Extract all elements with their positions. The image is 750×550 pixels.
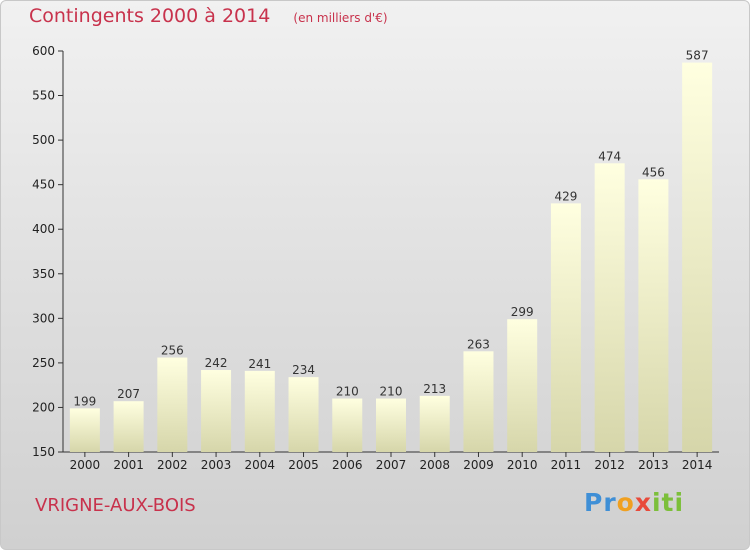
bar-2012 xyxy=(594,163,625,452)
data-label-2004: 241 xyxy=(248,357,271,371)
y-tick-label: 250 xyxy=(32,356,55,370)
x-tick-label: 2006 xyxy=(332,458,363,472)
x-tick-label: 2009 xyxy=(463,458,494,472)
chart-title: Contingents 2000 à 2014 (en milliers d'€… xyxy=(29,5,388,27)
data-label-2006: 210 xyxy=(336,385,359,399)
data-label-2005: 234 xyxy=(292,363,315,377)
x-tick-label: 2013 xyxy=(638,458,669,472)
y-tick-label: 200 xyxy=(32,400,55,414)
y-tick-label: 500 xyxy=(32,133,55,147)
y-tick-label: 350 xyxy=(32,267,55,281)
bar-2009 xyxy=(463,351,494,452)
bar-2010 xyxy=(507,319,538,452)
data-label-2003: 242 xyxy=(205,356,228,370)
bar-2007 xyxy=(376,398,406,452)
x-tick-label: 2010 xyxy=(507,458,538,472)
data-label-2001: 207 xyxy=(117,387,140,401)
x-tick-label: 2008 xyxy=(419,458,450,472)
bar-2006 xyxy=(332,398,363,452)
chart-title-unit: (en milliers d'€) xyxy=(293,11,388,25)
x-tick-label: 2014 xyxy=(682,458,713,472)
bar-2001 xyxy=(113,401,144,452)
data-label-2014: 587 xyxy=(686,49,709,63)
bar-2004 xyxy=(244,370,275,452)
bar-2013 xyxy=(638,179,669,452)
x-tick-label: 2012 xyxy=(594,458,625,472)
bar-2014 xyxy=(682,62,713,453)
y-tick-label: 600 xyxy=(32,44,55,58)
bar-2003 xyxy=(201,370,232,452)
y-tick-label: 300 xyxy=(32,311,55,325)
commune-name: VRIGNE-AUX-BOIS xyxy=(35,495,196,516)
x-tick-label: 2004 xyxy=(245,458,276,472)
bar-2011 xyxy=(550,203,581,452)
data-label-2002: 256 xyxy=(161,344,184,358)
y-tick-label: 450 xyxy=(32,178,55,192)
y-tick-label: 150 xyxy=(32,445,55,459)
x-tick-label: 2005 xyxy=(288,458,319,472)
x-tick-label: 2003 xyxy=(201,458,232,472)
data-label-2007: 210 xyxy=(380,385,403,399)
data-label-2011: 429 xyxy=(554,189,577,203)
data-label-2012: 474 xyxy=(598,149,621,163)
y-tick-label: 550 xyxy=(32,89,55,103)
y-tick-label: 400 xyxy=(32,222,55,236)
data-label-2010: 299 xyxy=(511,305,534,319)
x-tick-label: 2007 xyxy=(376,458,407,472)
bar-2002 xyxy=(157,357,188,452)
data-label-2000: 199 xyxy=(73,394,96,408)
bar-2000 xyxy=(69,408,100,452)
data-label-2008: 213 xyxy=(423,382,446,396)
x-tick-label: 2011 xyxy=(551,458,582,472)
data-label-2009: 263 xyxy=(467,337,490,351)
x-tick-label: 2002 xyxy=(157,458,188,472)
x-tick-label: 2001 xyxy=(113,458,144,472)
proxiti-logo: Proxiti xyxy=(584,488,685,517)
bar-2005 xyxy=(288,377,319,452)
data-label-2013: 456 xyxy=(642,165,665,179)
chart-title-main: Contingents 2000 à 2014 xyxy=(29,5,271,27)
x-tick-label: 2000 xyxy=(70,458,101,472)
bar-2008 xyxy=(419,395,450,452)
